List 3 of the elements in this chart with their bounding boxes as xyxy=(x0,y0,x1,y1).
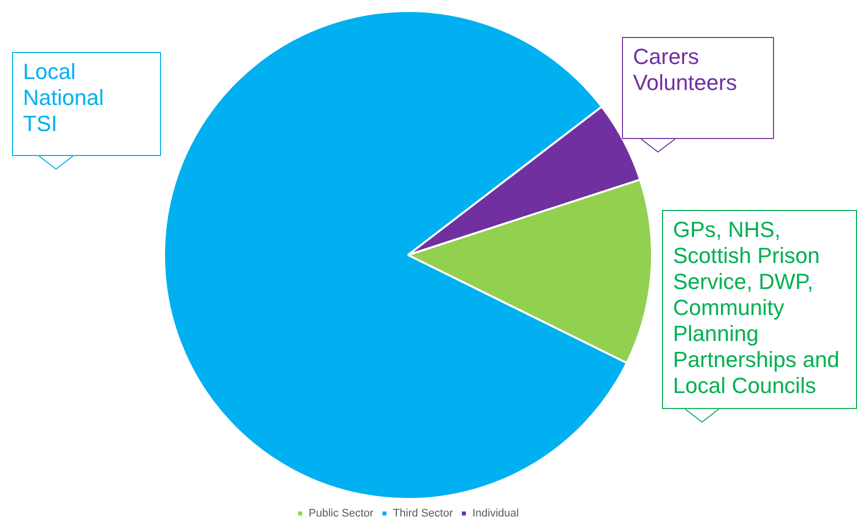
legend-label: Individual xyxy=(472,508,519,520)
legend-label: Third Sector xyxy=(392,508,454,520)
legend-label: Public Sector xyxy=(308,508,374,520)
